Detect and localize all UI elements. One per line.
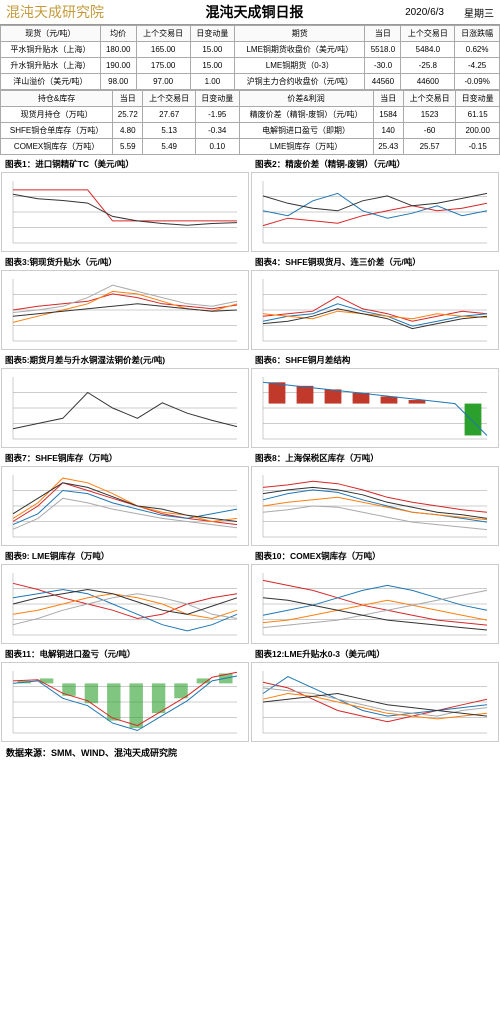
logo: 混沌天成研究院 [6,2,104,22]
chart-body [1,368,249,448]
chart-body [251,662,499,742]
chart-body [251,564,499,644]
chart-title: 图表2：精废价差（精铜-废铜）（元/吨） [251,156,499,172]
report-weekday: 星期三 [464,5,494,20]
col-header: 上个交易日 [136,26,190,42]
col-header: 当日 [365,26,401,42]
spot-futures-table: 现货（元/吨）均价上个交易日日变动量期货当日上个交易日日涨跌幅 平水铜升贴水（上… [0,25,500,90]
data-source: 数据来源：SMM、WIND、混沌天成研究院 [0,743,500,762]
chart: 图表5:期货月差与升水铜湿法铜价差(元/吨) [0,351,250,449]
table-row: 现货月持仓（万吨）25.7227.67-1.95精废价差（精铜-废铜）（元/吨）… [1,107,500,123]
chart: 图表9: LME铜库存（万吨） [0,547,250,645]
chart-title: 图表1：进口铜精矿TC（美元/吨） [1,156,249,172]
chart-title: 图表12:LME升贴水0-3（美元/吨） [251,646,499,662]
chart-title: 图表5:期货月差与升水铜湿法铜价差(元/吨) [1,352,249,368]
chart-title: 图表7：SHFE铜库存（万吨） [1,450,249,466]
report-header: 混沌天成研究院 混沌天成铜日报 2020/6/3 星期三 [0,0,500,25]
chart-body [1,270,249,350]
table-row: 升水铜升贴水（上海）190.00175.0015.00LME铜期货（0-3）-3… [1,58,500,74]
chart: 图表6：SHFE铜月差结构 [250,351,500,449]
col-header: 日变动量 [195,91,239,107]
chart-body [1,564,249,644]
chart-body [251,368,499,448]
chart-title: 图表3:铜现货升贴水（元/吨） [1,254,249,270]
col-header: 当日 [373,91,403,107]
chart-body [251,270,499,350]
chart-title: 图表4：SHFE铜现货月、连三价差（元/吨） [251,254,499,270]
col-header: 日变动量 [190,26,235,42]
chart: 图表1：进口铜精矿TC（美元/吨） [0,155,250,253]
col-header: 现货（元/吨） [1,26,101,42]
col-header: 持仓&库存 [1,91,113,107]
chart-title: 图表10：COMEX铜库存（万吨） [251,548,499,564]
charts-grid: 图表1：进口铜精矿TC（美元/吨）图表2：精废价差（精铜-废铜）（元/吨） 图表3… [0,155,500,743]
table-row: 洋山溢价（美元/吨）98.0097.001.00沪铜主力合约收盘价（元/吨）44… [1,74,500,90]
col-header: 日涨跌幅 [455,26,500,42]
chart-body [1,466,249,546]
col-header: 价差&利润 [239,91,373,107]
col-header: 上个交易日 [403,91,456,107]
chart-title: 图表6：SHFE铜月差结构 [251,352,499,368]
chart-body [1,172,249,252]
table-row: 平水铜升贴水（上海）180.00165.0015.00LME铜期货收盘价（美元/… [1,42,500,58]
col-header: 上个交易日 [143,91,196,107]
chart-body [251,172,499,252]
col-header: 均价 [100,26,136,42]
col-header: 当日 [113,91,143,107]
chart: 图表3:铜现货升贴水（元/吨） [0,253,250,351]
chart-body [251,466,499,546]
chart: 图表11：电解铜进口盈亏（元/吨） [0,645,250,743]
col-header: 日变动量 [456,91,500,107]
report-title: 混沌天成铜日报 [104,2,405,22]
chart: 图表4：SHFE铜现货月、连三价差（元/吨） [250,253,500,351]
chart: 图表12:LME升贴水0-3（美元/吨） [250,645,500,743]
col-header: 期货 [235,26,365,42]
chart-title: 图表8：上海保税区库存（万吨） [251,450,499,466]
table-row: COMEX铜库存（万吨）5.595.490.10LME铜库存（万吨）25.432… [1,139,500,155]
chart-title: 图表9: LME铜库存（万吨） [1,548,249,564]
chart-body [1,662,249,742]
chart: 图表10：COMEX铜库存（万吨） [250,547,500,645]
chart: 图表8：上海保税区库存（万吨） [250,449,500,547]
report-date: 2020/6/3 [405,7,444,18]
chart-title: 图表11：电解铜进口盈亏（元/吨） [1,646,249,662]
chart: 图表7：SHFE铜库存（万吨） [0,449,250,547]
chart: 图表2：精废价差（精铜-废铜）（元/吨） [250,155,500,253]
table-row: SHFE铜仓单库存（万吨）4.805.13-0.34电解铜进口盈亏（即期）140… [1,123,500,139]
col-header: 上个交易日 [401,26,455,42]
position-inventory-table: 持仓&库存当日上个交易日日变动量价差&利润当日上个交易日日变动量 现货月持仓（万… [0,90,500,155]
